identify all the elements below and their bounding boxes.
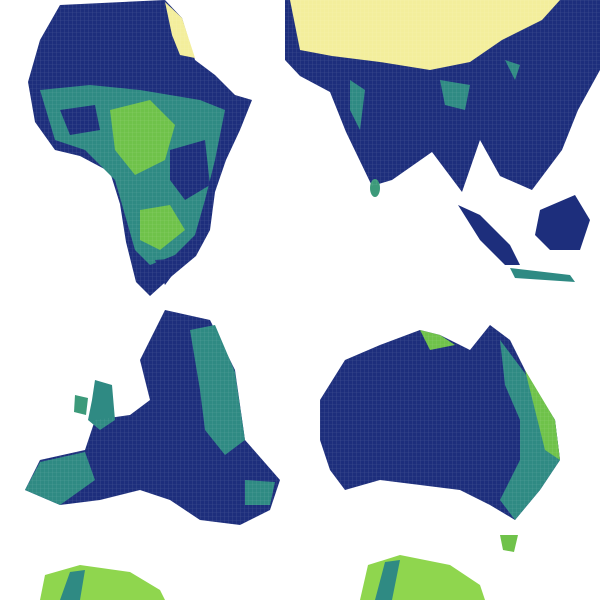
lower-left-land bbox=[40, 565, 165, 600]
lower-right-band bbox=[375, 560, 400, 600]
lower-maps bbox=[40, 555, 485, 600]
great-britain bbox=[88, 380, 115, 430]
lower-left-band bbox=[60, 570, 85, 600]
australia bbox=[320, 325, 560, 552]
tasmania bbox=[500, 535, 518, 552]
asia-grid bbox=[285, 0, 600, 192]
borneo bbox=[535, 195, 590, 250]
europe-grid bbox=[25, 310, 280, 525]
europe bbox=[25, 310, 280, 525]
africa-grid bbox=[28, 0, 252, 296]
java bbox=[510, 268, 575, 282]
australia-grid bbox=[320, 325, 560, 520]
ireland bbox=[74, 395, 88, 415]
africa bbox=[28, 0, 252, 296]
sumatra bbox=[458, 205, 520, 265]
asia bbox=[285, 0, 600, 282]
